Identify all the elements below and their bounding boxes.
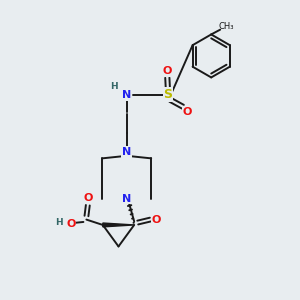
Text: H: H: [110, 82, 118, 91]
Text: O: O: [66, 219, 76, 229]
Text: N: N: [122, 90, 131, 100]
Text: N: N: [122, 194, 131, 204]
Text: N: N: [122, 147, 131, 157]
Text: CH₃: CH₃: [219, 22, 235, 31]
Text: O: O: [183, 107, 192, 117]
Polygon shape: [103, 223, 134, 227]
Text: O: O: [152, 214, 161, 225]
Text: O: O: [163, 66, 172, 76]
Text: S: S: [164, 88, 172, 101]
Text: H: H: [55, 218, 63, 227]
Text: O: O: [83, 193, 93, 203]
